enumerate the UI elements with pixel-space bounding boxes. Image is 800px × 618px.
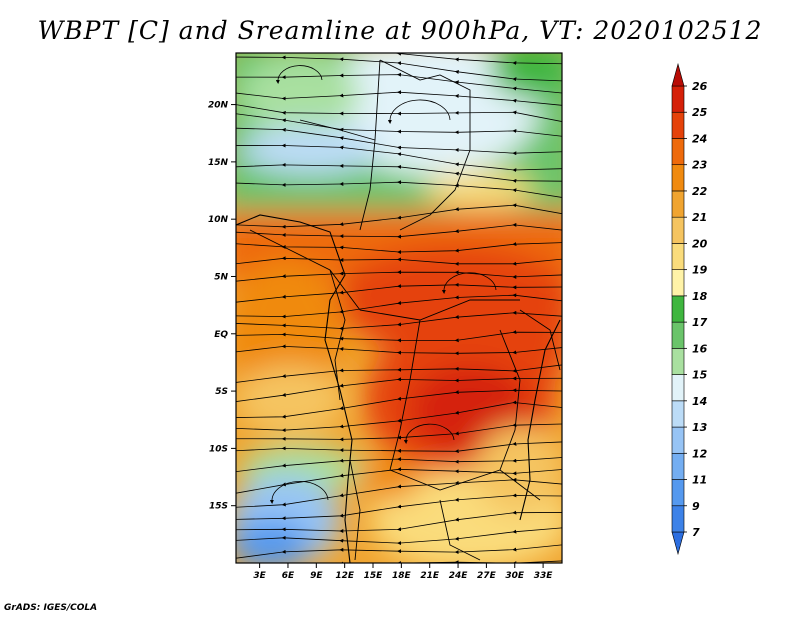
streamline [236, 104, 562, 122]
lon-tick-label: 15E [364, 571, 384, 581]
colorbar-label: 22 [692, 185, 708, 198]
streamline-eddy [269, 481, 329, 504]
streamline [236, 72, 562, 94]
streamline-eddy [387, 99, 451, 124]
streamline [236, 457, 562, 473]
streamline [236, 441, 562, 454]
streamline [236, 180, 562, 198]
streamline [236, 222, 562, 239]
coastline [236, 214, 353, 563]
streamline [236, 270, 562, 282]
streamlines [236, 53, 562, 563]
lat-tick-label: 5N [214, 272, 228, 282]
colorbar-bin [671, 295, 685, 323]
colorbar-label: 16 [692, 342, 708, 355]
colorbar-label: 17 [692, 316, 708, 329]
colorbar-bin [671, 269, 685, 297]
latitude-axis: 20N 15N 10N 5N EQ 5S 10S 15S [208, 101, 236, 512]
colorbar: 7 9 11 12 13 14 15 16 17 18 19 20 21 22 23 24 25 26 [671, 62, 708, 556]
colorbar-bin [671, 216, 685, 244]
lon-tick-label: 9E [310, 571, 323, 581]
grads-credit: GrADS: IGES/COLA [4, 603, 98, 613]
streamline [236, 423, 562, 442]
lon-tick-label: 6E [282, 571, 295, 581]
lat-tick-label: 15N [208, 158, 229, 168]
colorbar-bin [671, 531, 685, 556]
lon-tick-label: 3E [253, 571, 266, 581]
lon-tick-label: 33E [534, 571, 554, 581]
lat-tick-label: 15S [209, 502, 228, 512]
colorbar-label: 13 [692, 421, 708, 434]
streamline [236, 256, 562, 266]
lat-tick-label: 10N [208, 215, 229, 225]
colorbar-bin [671, 426, 685, 454]
lon-tick-label: 24E [449, 571, 469, 581]
streamline-eddy [441, 272, 497, 294]
lon-tick-label: 18E [392, 571, 412, 581]
colorbar-bin [671, 452, 685, 480]
lon-tick-label: 21E [420, 571, 440, 581]
colorbar-bin [671, 321, 685, 349]
wbpt-shading [236, 53, 562, 563]
colorbar-label: 24 [692, 132, 707, 145]
streamline-eddy [275, 65, 323, 84]
lon-tick-label: 30E [505, 571, 525, 581]
colorbar-bin [671, 62, 685, 87]
colorbar-bin [671, 400, 685, 428]
lat-tick-label: 20N [208, 101, 229, 111]
streamline-eddy [403, 423, 455, 444]
colorbar-bin [671, 243, 685, 270]
colorbar-label: 12 [692, 447, 708, 460]
colorbar-label: 21 [692, 211, 707, 224]
streamline [236, 344, 562, 356]
streamline [236, 364, 562, 383]
streamline [236, 510, 562, 534]
colorbar-label: 7 [692, 526, 700, 539]
colorbar-label: 25 [692, 106, 708, 119]
colorbar-label: 9 [692, 500, 700, 513]
colorbar-bin [671, 138, 685, 166]
lat-tick-label: EQ [214, 330, 228, 340]
map-title: WBPT [C] and Sreamline at 900hPa, VT: 20… [37, 16, 763, 45]
lon-tick-label: 27E [477, 571, 497, 581]
longitude-axis: 3E 6E 9E 12E 15E 18E 21E 24E 27E 30E 33E [253, 563, 553, 581]
colorbar-bin [671, 348, 685, 375]
colorbar-bin [671, 479, 685, 507]
country-borders [249, 59, 561, 561]
colorbar-bin [671, 111, 685, 139]
colorbar-label: 19 [692, 264, 708, 277]
colorbar-label: 11 [692, 474, 707, 487]
colorbar-label: 15 [692, 369, 708, 382]
lat-tick-label: 10S [209, 444, 228, 454]
colorbar-label: 26 [692, 80, 708, 93]
colorbar-label: 18 [692, 290, 708, 303]
streamline [236, 310, 562, 331]
colorbar-label: 23 [692, 159, 708, 172]
colorbar-bin [671, 505, 685, 533]
colorbar-bin [671, 164, 685, 192]
colorbar-bin [671, 190, 685, 218]
streamline [236, 544, 562, 559]
colorbar-bin [671, 85, 685, 113]
lat-tick-label: 5S [215, 387, 228, 397]
colorbar-bin [671, 374, 685, 402]
lon-tick-label: 12E [335, 571, 355, 581]
streamline [236, 90, 562, 106]
streamline [236, 527, 562, 546]
colorbar-label: 14 [692, 395, 707, 408]
east-coastline [519, 319, 561, 521]
map-frame [235, 52, 563, 564]
streamline [236, 330, 562, 343]
colorbar-label: 20 [692, 237, 708, 250]
